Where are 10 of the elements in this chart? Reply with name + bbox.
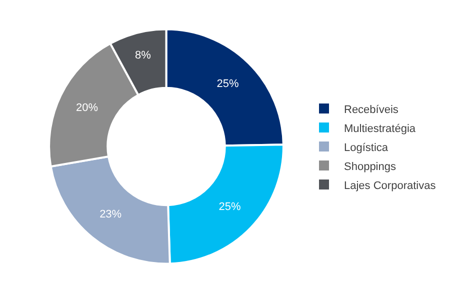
data-label: 20% bbox=[76, 102, 98, 114]
legend-label: Recebíveis bbox=[344, 104, 399, 116]
legend-label: Multiestratégia bbox=[344, 122, 416, 135]
legend-label: Lajes Corporativas bbox=[344, 180, 436, 192]
data-label: 25% bbox=[218, 201, 241, 214]
data-label: 23% bbox=[100, 208, 122, 221]
legend-label: Logística bbox=[344, 142, 389, 154]
data-label: 8% bbox=[135, 49, 152, 62]
data-label: 25% bbox=[216, 78, 240, 90]
legend-label: Shoppings bbox=[344, 160, 396, 173]
